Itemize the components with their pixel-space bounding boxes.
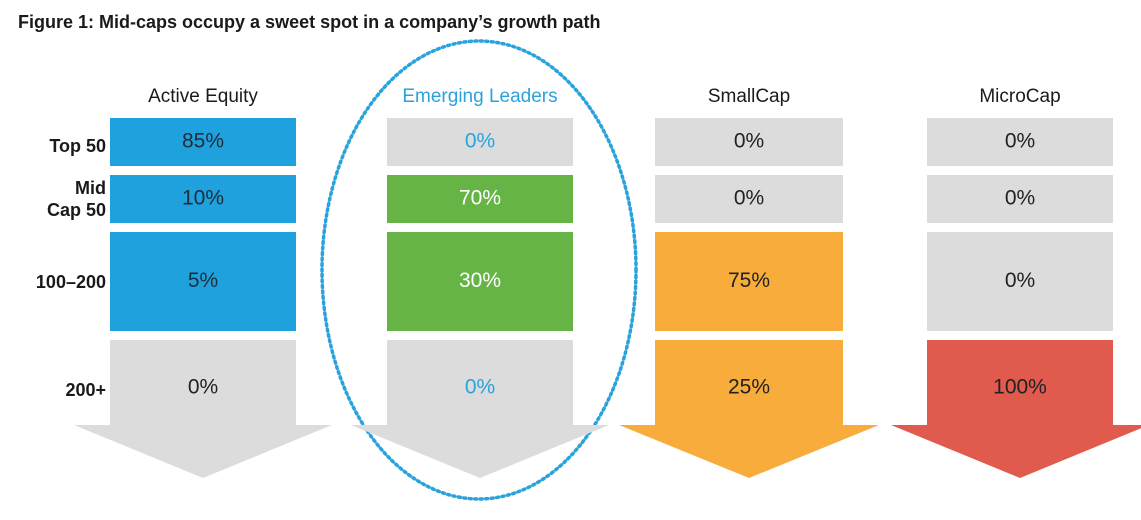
cell-smallcap-row1 [655,118,843,166]
cell-emerging-leaders-row2 [387,175,573,223]
value-label: 10% [182,187,224,210]
column-header-emerging-leaders: Emerging Leaders [402,86,558,107]
row-label-2: Mid Cap 50 [10,177,106,221]
cell-emerging-leaders-row3 [387,232,573,331]
row-label-4: 200+ [10,379,106,401]
value-label: 30% [459,269,501,292]
row-label-line: Mid [75,178,106,198]
value-label: 75% [728,269,770,292]
row-label-line: Cap 50 [46,200,106,220]
cell-microcap-row4-arrow [891,340,1141,478]
value-label: 0% [1005,130,1035,153]
value-label: 0% [734,130,764,153]
row-label-1: Top 50 [10,135,106,157]
column-header-smallcap: SmallCap [707,86,791,107]
highlight-ellipse [320,39,638,501]
value-label: 0% [1005,269,1035,292]
cell-emerging-leaders-row1 [387,118,573,166]
column-header-active-equity: Active Equity [148,86,258,107]
cell-microcap-row2 [927,175,1113,223]
row-label-line: 100–200 [35,272,106,292]
row-label-3: 100–200 [10,271,106,293]
value-label: 0% [465,130,495,153]
value-label: 5% [188,269,218,292]
cell-microcap-row3 [927,232,1113,331]
cell-smallcap-row2 [655,175,843,223]
value-label: 0% [1005,187,1035,210]
value-label: 100% [993,376,1047,399]
value-label: 85% [182,130,224,153]
cell-emerging-leaders-row4-arrow [351,340,609,478]
value-label: 25% [728,376,770,399]
value-label: 0% [465,376,495,399]
cell-active-equity-row2 [110,175,296,223]
row-label-line: 200+ [65,380,106,400]
value-label: 0% [734,187,764,210]
value-label: 70% [459,187,501,210]
value-label: 0% [188,376,218,399]
row-label-line: Top 50 [49,136,106,156]
cell-active-equity-row3 [110,232,296,331]
cell-active-equity-row4-arrow [74,340,332,478]
cell-smallcap-row4-arrow [619,340,879,478]
cell-active-equity-row1 [110,118,296,166]
column-header-microcap: MicroCap [979,86,1061,107]
figure-title: Figure 1: Mid-caps occupy a sweet spot i… [18,12,601,32]
cell-microcap-row1 [927,118,1113,166]
cell-smallcap-row3 [655,232,843,331]
